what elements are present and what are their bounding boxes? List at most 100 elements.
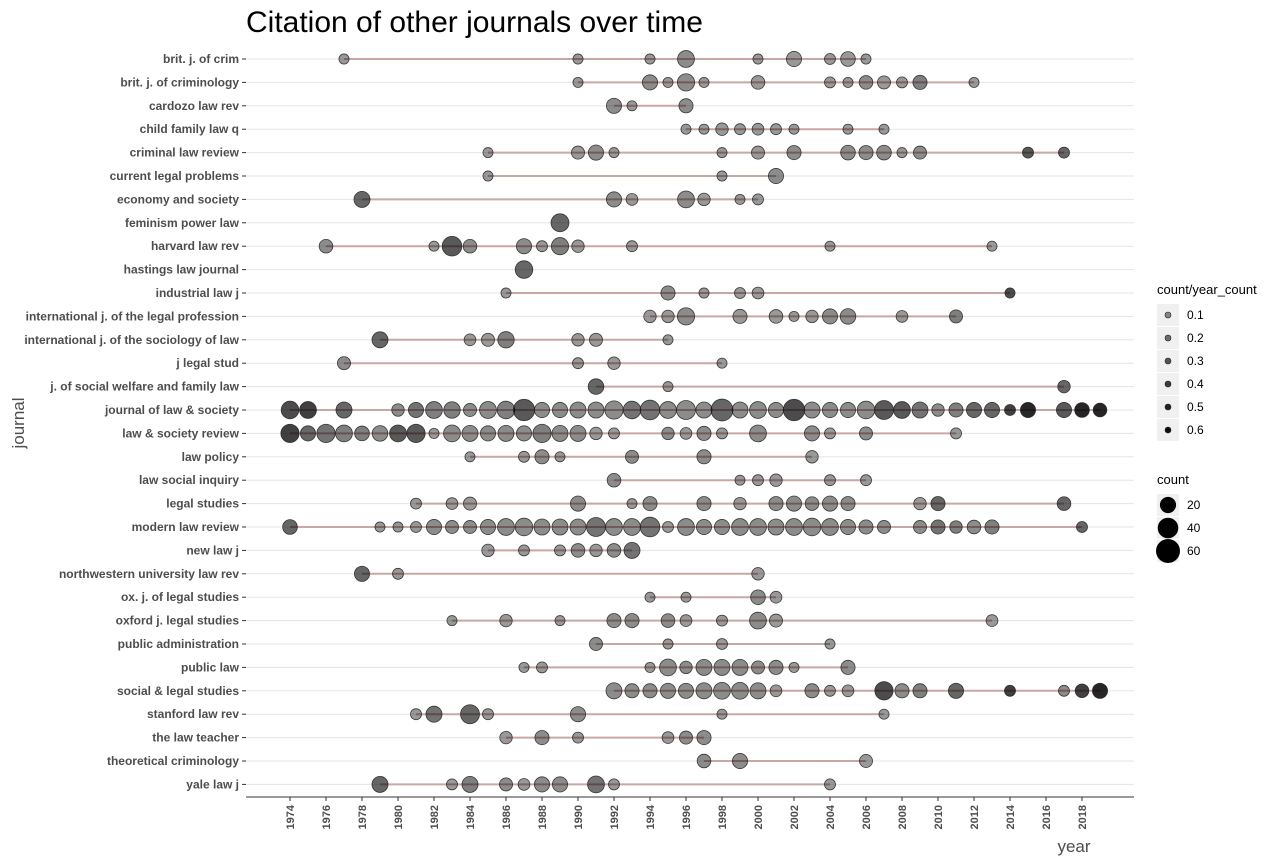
data-point	[785, 518, 803, 536]
data-point	[716, 357, 728, 369]
legend-size-label: 20	[1187, 498, 1201, 512]
data-point	[481, 332, 495, 347]
x-tick-label: 1988	[537, 805, 549, 829]
data-point	[644, 53, 656, 65]
x-tick-label: 2012	[969, 805, 981, 829]
data-point	[786, 51, 802, 67]
data-point	[678, 98, 694, 114]
journal-label: oxford j. legal studies	[116, 614, 240, 628]
journal-label: ox. j. of legal studies	[121, 590, 239, 604]
data-point	[354, 425, 370, 442]
data-point	[768, 402, 784, 418]
journal-label: harvard law rev	[151, 239, 239, 253]
data-point	[1092, 402, 1108, 418]
data-point	[624, 613, 640, 629]
data-point	[769, 613, 783, 628]
data-point	[480, 425, 496, 442]
data-point	[734, 193, 746, 205]
data-point	[768, 309, 784, 324]
data-point	[425, 401, 443, 419]
data-point	[788, 123, 800, 135]
data-point	[661, 731, 675, 744]
legend-alpha-label: 0.5	[1187, 400, 1204, 414]
data-point	[752, 474, 764, 487]
data-point	[678, 682, 694, 699]
data-point	[1074, 402, 1090, 418]
data-point	[1076, 521, 1088, 533]
data-point	[930, 496, 946, 512]
data-point	[878, 708, 890, 720]
data-point	[571, 145, 585, 160]
data-point	[749, 401, 767, 419]
data-point	[911, 401, 929, 419]
data-point	[338, 53, 350, 65]
data-point	[822, 495, 838, 512]
data-point	[626, 100, 638, 112]
journal-label: new law j	[186, 543, 239, 557]
journal-label: legal studies	[166, 497, 239, 511]
data-point	[571, 333, 585, 347]
legend-size-label: 60	[1187, 544, 1201, 558]
data-point	[300, 425, 316, 442]
data-point	[695, 658, 713, 676]
data-point	[986, 240, 998, 252]
data-point	[551, 424, 569, 442]
data-point	[752, 53, 764, 65]
data-point	[605, 518, 623, 536]
data-point	[639, 516, 661, 538]
data-point	[913, 496, 927, 511]
x-tick-label: 1994	[645, 804, 657, 829]
data-point	[770, 123, 782, 136]
legend-alpha-title: count/year_count	[1157, 282, 1257, 297]
legend-size-keys: 20 40 60	[1156, 494, 1201, 563]
data-point	[696, 753, 712, 769]
data-point	[731, 681, 749, 700]
data-point	[550, 213, 570, 233]
data-point	[410, 708, 422, 721]
data-point	[786, 495, 802, 512]
data-point	[481, 543, 495, 558]
data-point	[731, 401, 749, 419]
data-point	[731, 518, 749, 536]
data-point	[677, 50, 695, 68]
data-point	[551, 518, 569, 536]
data-point	[552, 402, 568, 418]
data-point	[354, 565, 370, 582]
data-point	[768, 168, 784, 184]
legend: count/year_count 0.1 0.2 0.3 0.4 0.5 0.6 coun…	[1156, 282, 1257, 563]
data-point	[769, 590, 783, 604]
data-point	[696, 519, 712, 535]
data-point	[858, 75, 874, 90]
data-point	[514, 260, 534, 279]
data-point	[426, 519, 442, 535]
data-point	[316, 423, 336, 443]
data-point	[803, 401, 821, 419]
data-point	[371, 425, 389, 442]
data-point	[534, 449, 550, 465]
data-point	[586, 517, 606, 537]
x-tick-label: 1980	[393, 805, 405, 829]
data-point	[716, 170, 728, 182]
data-point	[948, 402, 964, 418]
data-point	[769, 684, 783, 698]
data-point	[716, 147, 728, 159]
data-point	[805, 450, 819, 464]
data-point	[679, 660, 693, 675]
data-point	[750, 589, 766, 605]
data-point	[299, 401, 317, 419]
x-axis-ticks: 1974 1976 1978 1980 1982 1984 1986 1988 1990 1992…	[285, 797, 1089, 829]
data-point	[1020, 402, 1036, 418]
data-point	[824, 474, 836, 487]
x-tick-label: 1982	[429, 805, 441, 829]
journal-label: social & legal studies	[117, 684, 239, 698]
x-tick-label: 1996	[681, 805, 693, 829]
data-point	[860, 53, 872, 65]
data-point	[802, 517, 822, 537]
data-point	[461, 775, 479, 793]
data-point	[428, 427, 440, 439]
data-point	[677, 190, 695, 209]
data-point	[374, 521, 386, 533]
data-point	[570, 706, 586, 723]
legend-size-key	[1159, 496, 1177, 514]
data-point	[639, 399, 661, 421]
